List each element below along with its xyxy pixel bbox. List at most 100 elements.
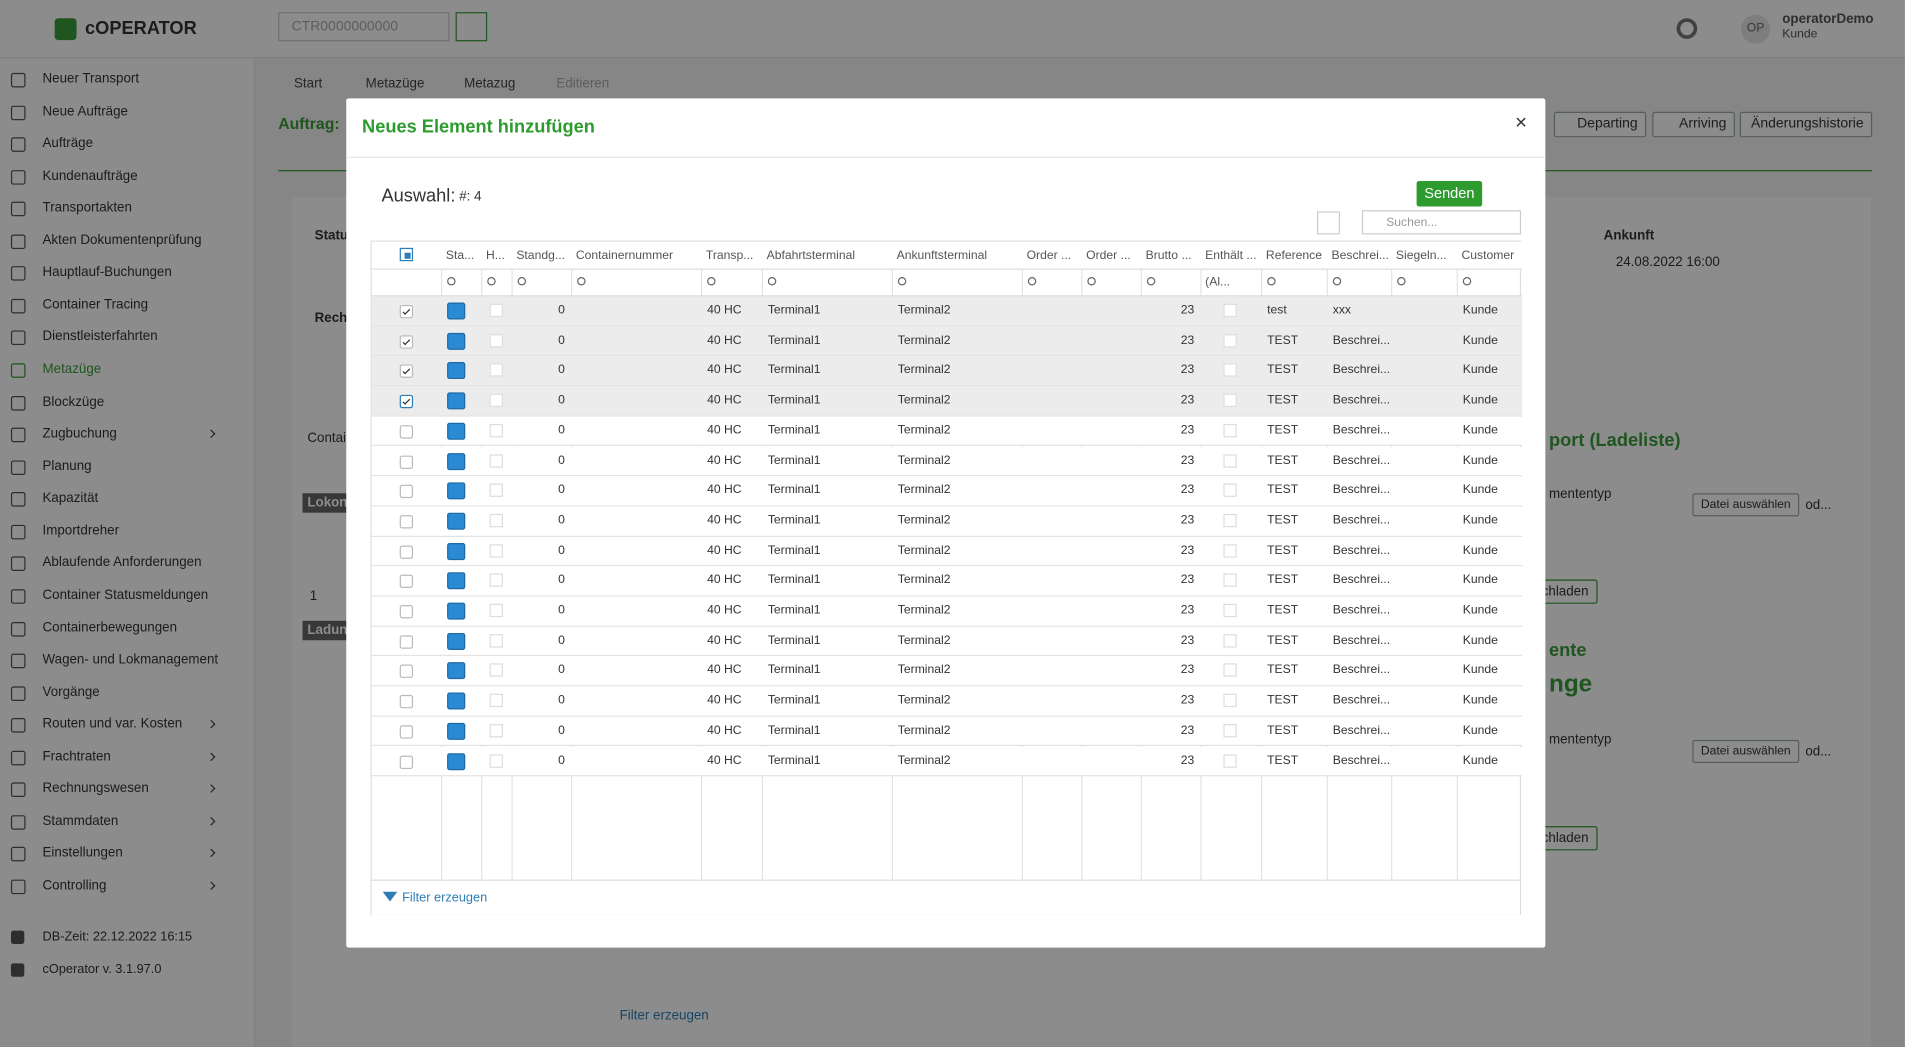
nav-icon[interactable] (10, 524, 26, 540)
filter-all[interactable]: (Al... (1205, 275, 1231, 290)
column-header[interactable]: Reference (1265, 249, 1322, 263)
column-header[interactable]: Abfahrtsterminal (766, 249, 856, 263)
grid-row[interactable]: 0 40 HC Terminal1 Terminal2 23 TEST Beschrei..… (371, 536, 1523, 567)
row-checkbox[interactable] (399, 725, 414, 739)
send-button[interactable]: Senden (1416, 181, 1483, 207)
nav-icon[interactable] (10, 492, 26, 507)
nav-icon[interactable] (10, 169, 26, 185)
column-header[interactable]: Beschrei... (1331, 249, 1389, 263)
row-checkbox[interactable] (399, 364, 414, 379)
nav-item[interactable]: Hauptlauf-Buchungen (42, 265, 172, 280)
row-checkbox[interactable] (399, 484, 414, 499)
page-button[interactable]: Änderungshistorie (1739, 111, 1873, 138)
nav-icon[interactable] (10, 782, 26, 798)
nav-item[interactable]: Neuer Transport (42, 71, 140, 87)
page-button[interactable]: Arriving (1652, 111, 1735, 138)
nav-icon[interactable] (10, 556, 26, 572)
column-header[interactable]: Ankunftsterminal (896, 249, 988, 263)
nav-item[interactable]: Importdreher (42, 523, 120, 538)
grid-row[interactable]: 0 40 HC Terminal1 Terminal2 23 TEST Beschrei..… (371, 716, 1523, 747)
filter-icon[interactable] (1462, 276, 1472, 286)
filter-icon[interactable] (767, 276, 777, 286)
nav-item[interactable]: Rechnungswesen (42, 781, 149, 797)
nav-item[interactable]: Ablaufende Anforderungen (42, 555, 202, 571)
grid-row[interactable]: 0 40 HC Terminal1 Terminal2 23 TEST Beschrei..… (371, 446, 1523, 477)
nav-icon[interactable] (10, 266, 26, 282)
column-header[interactable]: Standg... (516, 249, 565, 263)
nav-icon[interactable] (10, 589, 26, 604)
row-checkbox[interactable] (399, 665, 414, 679)
nav-icon[interactable] (10, 427, 26, 443)
row-checkbox[interactable] (399, 635, 414, 649)
nav-icon[interactable] (10, 298, 26, 314)
nav-icon[interactable] (10, 460, 26, 475)
filter-icon[interactable] (707, 276, 716, 286)
nav-item[interactable]: Containerbewegungen (42, 620, 178, 635)
grid-row[interactable]: 0 40 HC Terminal1 Terminal2 23 TEST Beschrei..… (371, 686, 1523, 717)
grid-row[interactable]: 0 40 HC Terminal1 Terminal2 23 TEST Beschrei..… (371, 326, 1523, 357)
file-button[interactable]: Datei auswählen (1692, 493, 1800, 517)
nav-item[interactable]: Zugbuchung (42, 426, 117, 442)
nav-icon[interactable] (10, 363, 26, 378)
nav-item[interactable]: Controlling (42, 878, 107, 893)
row-checkbox[interactable] (399, 334, 414, 349)
row-checkbox[interactable] (399, 394, 414, 409)
filter-icon[interactable] (517, 276, 527, 286)
grid-row[interactable]: 0 40 HC Terminal1 Terminal2 23 TEST Beschrei..… (371, 386, 1523, 417)
filter-icon[interactable] (1332, 276, 1342, 286)
page-button[interactable]: Departing (1553, 111, 1647, 138)
nav-item[interactable]: Planung (42, 458, 92, 474)
column-header[interactable]: Sta... (445, 249, 475, 263)
column-header[interactable]: Brutto ... (1145, 249, 1192, 263)
nav-item[interactable]: Aufträge (42, 136, 94, 151)
row-checkbox[interactable] (399, 695, 414, 709)
nav-icon[interactable] (10, 718, 26, 733)
column-header[interactable]: Enthält ... (1205, 249, 1257, 263)
nav-item[interactable]: Dienstleisterfahrten (42, 329, 158, 345)
nav-icon[interactable] (10, 137, 26, 152)
settings-icon[interactable] (1676, 18, 1698, 39)
column-chooser[interactable] (1316, 211, 1341, 235)
nav-icon[interactable] (10, 72, 26, 88)
nav-item[interactable]: Metazüge (42, 362, 102, 377)
breadcrumb[interactable]: Start (294, 76, 323, 92)
nav-icon[interactable] (10, 879, 26, 895)
file-button[interactable]: Datei auswählen (1692, 739, 1800, 763)
nav-icon[interactable] (10, 847, 26, 862)
nav-item[interactable]: Stammdaten (42, 813, 119, 829)
nav-icon[interactable] (10, 395, 26, 411)
grid-row[interactable]: 0 40 HC Terminal1 Terminal2 23 TEST Beschrei..… (371, 746, 1523, 777)
nav-icon[interactable] (10, 234, 26, 249)
breadcrumb[interactable]: Metazüge (365, 76, 425, 92)
filter-icon[interactable] (487, 276, 496, 286)
grid-row[interactable]: 0 40 HC Terminal1 Terminal2 23 test xxx Kunde (371, 296, 1523, 327)
nav-icon[interactable] (10, 621, 26, 637)
filter-icon[interactable] (1087, 276, 1096, 286)
nav-item[interactable]: Kapazität (42, 491, 99, 506)
filter-link[interactable]: Filter erzeugen (402, 890, 488, 906)
nav-item[interactable]: Neue Aufträge (42, 103, 128, 119)
grid-row[interactable]: 0 40 HC Terminal1 Terminal2 23 TEST Beschrei..… (371, 506, 1523, 537)
nav-icon[interactable] (10, 815, 26, 830)
grid-row[interactable]: 0 40 HC Terminal1 Terminal2 23 TEST Beschrei..… (371, 356, 1523, 387)
column-header[interactable]: Siegeln... (1395, 249, 1447, 263)
open-button[interactable] (455, 12, 488, 42)
grid-row[interactable]: 0 40 HC Terminal1 Terminal2 23 TEST Beschrei..… (371, 416, 1523, 447)
column-header[interactable]: Containernummer (575, 249, 674, 263)
nav-item[interactable]: Wagen- und Lokmanagement (42, 652, 219, 668)
row-checkbox[interactable] (399, 755, 414, 769)
filter-icon[interactable] (1146, 276, 1156, 286)
row-checkbox[interactable] (399, 575, 414, 589)
nav-item[interactable]: Container Tracing (42, 297, 149, 313)
column-header[interactable]: Customer (1461, 249, 1515, 263)
row-checkbox[interactable] (399, 454, 414, 469)
filter-icon[interactable] (577, 276, 586, 286)
filter-icon[interactable] (1397, 276, 1406, 286)
nav-item[interactable]: Blockzüge (42, 394, 105, 409)
nav-icon[interactable] (10, 105, 26, 120)
nav-item[interactable]: Vorgänge (42, 684, 100, 700)
grid-search[interactable]: Suchen... (1361, 210, 1522, 235)
nav-icon[interactable] (10, 331, 26, 346)
filter-icon[interactable] (1267, 276, 1276, 286)
grid-row[interactable]: 0 40 HC Terminal1 Terminal2 23 TEST Beschrei..… (371, 596, 1523, 627)
